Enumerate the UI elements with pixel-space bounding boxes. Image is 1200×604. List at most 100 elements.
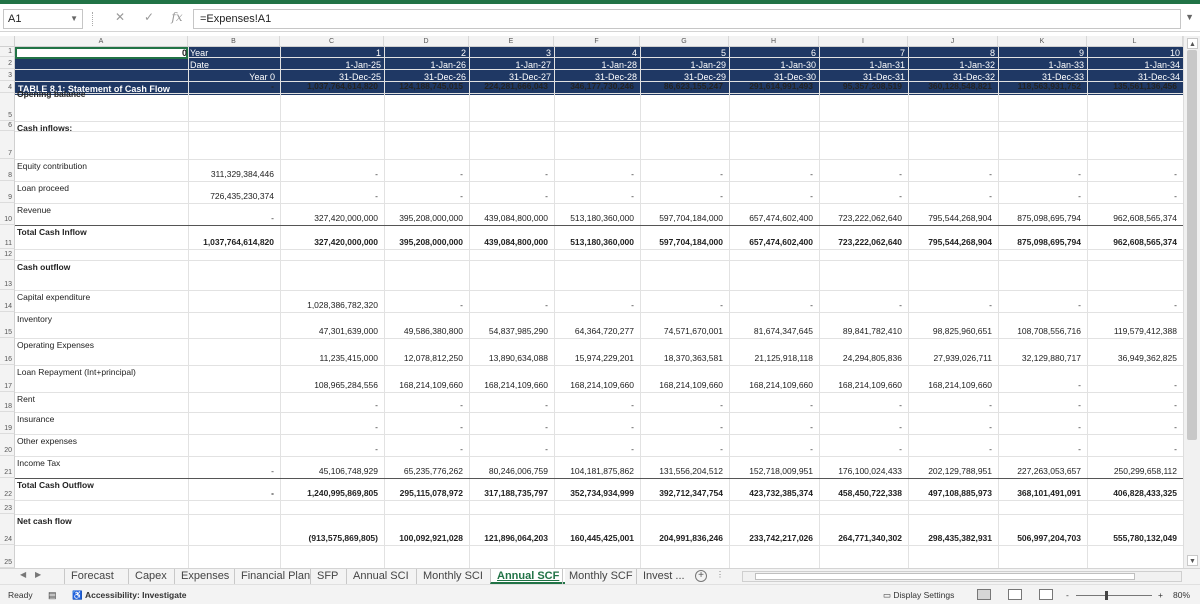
cell-equity-g[interactable]: - bbox=[720, 169, 723, 179]
horizontal-scroll-thumb[interactable] bbox=[755, 573, 1135, 580]
column-header-e[interactable]: E bbox=[469, 36, 554, 47]
cell-revenue-l[interactable]: 962,608,565,374 bbox=[1113, 213, 1177, 223]
cell-inventory-d[interactable]: 49,586,380,800 bbox=[403, 326, 463, 336]
zoom-out-button[interactable]: - bbox=[1066, 590, 1069, 600]
cell-insurance-e[interactable]: - bbox=[545, 422, 548, 432]
row-header-4[interactable]: 4 bbox=[0, 81, 15, 93]
cell-loan-repay-i[interactable]: 168,214,109,660 bbox=[838, 380, 902, 390]
cell-opex-l[interactable]: 36,949,362,825 bbox=[1117, 353, 1177, 363]
expand-formula-bar-icon[interactable]: ▼ bbox=[1185, 12, 1194, 22]
cell-insurance-j[interactable]: - bbox=[989, 422, 992, 432]
zoom-slider-track[interactable] bbox=[1076, 595, 1152, 596]
cell-rent-d[interactable]: - bbox=[460, 400, 463, 410]
cell-net-h[interactable]: 233,742,217,026 bbox=[749, 533, 813, 543]
cell-total-outflow-g[interactable]: 392,712,347,754 bbox=[659, 488, 723, 498]
sheet-tab-annual-sci[interactable]: Annual SCI bbox=[346, 569, 415, 584]
row-label-opex[interactable]: Operating Expenses bbox=[17, 340, 95, 350]
cell-rent-j[interactable]: - bbox=[989, 400, 992, 410]
cell-insurance-c[interactable]: - bbox=[375, 422, 378, 432]
cell-opening-f[interactable]: 346,177,730,246 bbox=[570, 81, 634, 91]
macro-record-icon[interactable]: ▤ bbox=[48, 590, 57, 600]
cell-total-outflow-d[interactable]: 295,115,078,972 bbox=[399, 488, 463, 498]
column-header-c[interactable]: C bbox=[280, 36, 384, 47]
row-header-25[interactable]: 25 bbox=[0, 545, 15, 568]
cell-loan-repay-c[interactable]: 108,965,284,556 bbox=[314, 380, 378, 390]
row-header-21[interactable]: 21 bbox=[0, 456, 15, 478]
cell-revenue-e[interactable]: 439,084,800,000 bbox=[484, 213, 548, 223]
sheet-tab-forecast[interactable]: Forecast bbox=[64, 569, 120, 584]
row-header-8[interactable]: 8 bbox=[0, 159, 15, 181]
cell-equity-h[interactable]: - bbox=[810, 169, 813, 179]
cell-opening-l[interactable]: 135,561,136,456 bbox=[1113, 81, 1177, 91]
cell-inventory-l[interactable]: 119,579,412,388 bbox=[1113, 326, 1177, 336]
cell-equity-j[interactable]: - bbox=[989, 169, 992, 179]
row-header-10[interactable]: 10 bbox=[0, 203, 15, 225]
cell-capex-d[interactable]: - bbox=[460, 300, 463, 310]
vertical-scroll-thumb[interactable] bbox=[1187, 50, 1197, 440]
cell-loan-h[interactable]: - bbox=[810, 191, 813, 201]
cell-opening-b[interactable]: - bbox=[271, 81, 274, 91]
cell-equity-d[interactable]: - bbox=[460, 169, 463, 179]
row-label-tax[interactable]: Income Tax bbox=[17, 458, 61, 468]
scroll-down-icon[interactable]: ▼ bbox=[1187, 555, 1198, 566]
cell-total-inflow-e[interactable]: 439,084,800,000 bbox=[484, 237, 548, 247]
cell-tax-k[interactable]: 227,263,053,657 bbox=[1017, 466, 1081, 476]
cell-equity-b[interactable]: 311,329,384,446 bbox=[210, 169, 274, 179]
row-label-loan[interactable]: Loan proceed bbox=[17, 183, 69, 193]
cell-opening-c[interactable]: 1,037,764,614,820 bbox=[307, 81, 378, 91]
cell-loan-repay-h[interactable]: 168,214,109,660 bbox=[749, 380, 813, 390]
cell-other-i[interactable]: - bbox=[899, 444, 902, 454]
cell-tax-j[interactable]: 202,129,788,951 bbox=[928, 466, 992, 476]
cell-opex-j[interactable]: 27,939,026,711 bbox=[933, 353, 992, 363]
row-label-rent[interactable]: Rent bbox=[17, 394, 35, 404]
cell-net-k[interactable]: 506,997,204,703 bbox=[1017, 533, 1081, 543]
cell-loan-c[interactable]: - bbox=[375, 191, 378, 201]
cell-opex-i[interactable]: 24,294,805,836 bbox=[842, 353, 902, 363]
cell-revenue-f[interactable]: 513,180,360,000 bbox=[570, 213, 634, 223]
row-label-net[interactable]: Net cash flow bbox=[17, 516, 72, 526]
display-settings-button[interactable]: ▭ Display Settings bbox=[883, 590, 954, 601]
cell-revenue-j[interactable]: 795,544,268,904 bbox=[928, 213, 992, 223]
cell-other-d[interactable]: - bbox=[460, 444, 463, 454]
cell-net-l[interactable]: 555,780,132,049 bbox=[1113, 533, 1177, 543]
cell-net-e[interactable]: 121,896,064,203 bbox=[484, 533, 548, 543]
cell-insurance-k[interactable]: - bbox=[1078, 422, 1081, 432]
row-header-18[interactable]: 18 bbox=[0, 392, 15, 412]
tab-scroll-right-icon[interactable]: ▶ bbox=[35, 570, 42, 579]
cell-other-c[interactable]: - bbox=[375, 444, 378, 454]
cell-opening-g[interactable]: 86,623,155,247 bbox=[663, 81, 723, 91]
column-header-d[interactable]: D bbox=[384, 36, 469, 47]
column-header-k[interactable]: K bbox=[998, 36, 1087, 47]
cell-opex-h[interactable]: 21,125,918,118 bbox=[754, 353, 813, 363]
row-header-12[interactable]: 12 bbox=[0, 249, 15, 260]
accessibility-status[interactable]: ♿ Accessibility: Investigate bbox=[72, 590, 187, 601]
cell-rent-g[interactable]: - bbox=[720, 400, 723, 410]
new-sheet-icon[interactable]: + bbox=[695, 570, 707, 582]
cell-total-inflow-h[interactable]: 657,474,602,400 bbox=[749, 237, 813, 247]
cell-equity-k[interactable]: - bbox=[1078, 169, 1081, 179]
cell-inventory-h[interactable]: 81,674,347,645 bbox=[753, 326, 813, 336]
column-header-i[interactable]: I bbox=[819, 36, 908, 47]
cell-inventory-g[interactable]: 74,571,670,001 bbox=[663, 326, 723, 336]
tab-options-icon[interactable]: ⋮ bbox=[716, 570, 724, 579]
normal-view-icon[interactable] bbox=[977, 589, 991, 600]
check-icon[interactable]: ✓ bbox=[143, 10, 155, 24]
cell-other-e[interactable]: - bbox=[545, 444, 548, 454]
cell-revenue-c[interactable]: 327,420,000,000 bbox=[314, 213, 378, 223]
cell-loan-l[interactable]: - bbox=[1174, 191, 1177, 201]
cell-insurance-l[interactable]: - bbox=[1174, 422, 1177, 432]
cell-opex-k[interactable]: 32,129,880,717 bbox=[1021, 353, 1081, 363]
row-header-19[interactable]: 19 bbox=[0, 412, 15, 434]
formula-input[interactable]: =Expenses!A1 bbox=[193, 9, 1181, 29]
row-header-5[interactable]: 5 bbox=[0, 93, 15, 121]
cell-net-j[interactable]: 298,435,382,931 bbox=[928, 533, 992, 543]
cell-total-outflow-f[interactable]: 352,734,934,999 bbox=[570, 488, 634, 498]
sheet-tab-financial-plan[interactable]: Financial Plan bbox=[234, 569, 316, 584]
sheet-tab-sfp[interactable]: SFP bbox=[310, 569, 344, 584]
cell-inventory-i[interactable]: 89,841,782,410 bbox=[842, 326, 902, 336]
chevron-down-icon[interactable]: ▼ bbox=[70, 14, 78, 23]
cell-capex-k[interactable]: - bbox=[1078, 300, 1081, 310]
cell-loan-repay-d[interactable]: 168,214,109,660 bbox=[399, 380, 463, 390]
row-header-24[interactable]: 24 bbox=[0, 514, 15, 545]
cell-equity-l[interactable]: - bbox=[1174, 169, 1177, 179]
